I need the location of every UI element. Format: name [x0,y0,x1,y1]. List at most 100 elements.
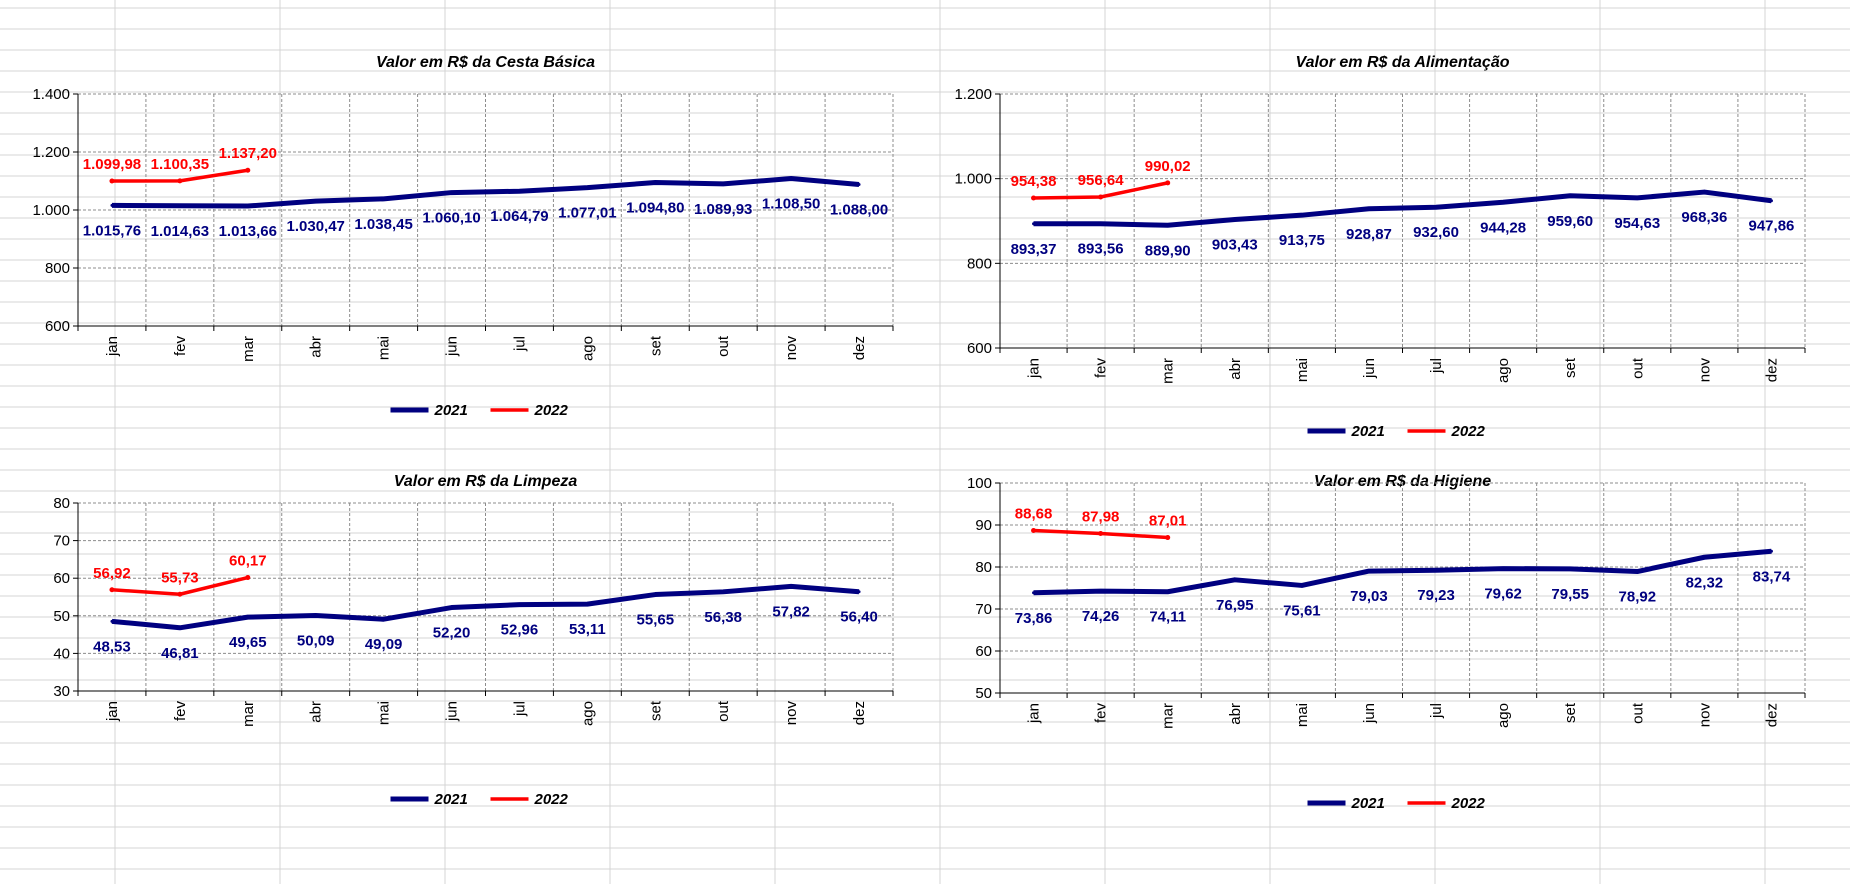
data-point-2021 [1099,222,1103,226]
x-tick-label: abr [1227,358,1244,380]
data-point-2022 [1098,530,1104,536]
x-tick-label: abr [1227,703,1244,725]
data-label-2021: 49,09 [365,636,403,653]
x-tick-label: set [1562,357,1579,378]
x-tick-label: ago [579,701,596,726]
data-point-2021 [1166,590,1170,594]
data-point-2021 [1568,567,1572,571]
x-tick-label: mar [1160,703,1177,729]
x-tick-label: fev [1093,358,1110,379]
data-label-2021: 1.014,63 [151,223,209,240]
x-tick-label: mai [1294,358,1311,382]
x-tick-label: jan [104,701,121,722]
x-tick-label: jul [511,701,528,717]
x-tick-label: mar [240,701,257,727]
data-label-2021: 83,74 [1753,568,1791,585]
x-tick-label: mai [1294,703,1311,727]
chart-limpeza[interactable]: Valor em R$ da Limpeza 30 40 50 60 70 80 jan fev… [8,463,938,863]
data-point-2021 [314,613,318,617]
x-tick-label: jan [1026,358,1043,379]
x-tick-label: dez [851,336,868,360]
x-tick-label: mai [376,336,393,360]
data-label-2022: 87,01 [1149,513,1187,530]
legend-label-2022: 2022 [534,402,569,419]
chart-title: Valor em R$ da Higiene [1314,473,1491,490]
data-point-2021 [1702,555,1706,559]
data-point-2021 [178,204,182,208]
data-point-2021 [789,177,793,181]
data-label-2021: 74,26 [1082,608,1120,625]
chart-higiene[interactable]: Valor em R$ da Higiene 50 60 70 80 90 100 jan fe… [940,463,1842,863]
chart-title: Valor em R$ da Limpeza [394,473,578,490]
x-tick-label: jul [511,336,528,352]
series-line-2021 [111,176,860,209]
data-label-2021: 52,96 [501,622,539,639]
x-tick-label: ago [579,336,596,361]
data-label-2022: 87,98 [1082,508,1120,525]
data-point-2021 [450,191,454,195]
data-point-2021 [585,186,589,190]
legend-label-2021: 2021 [1351,423,1385,436]
x-tick-label: ago [1495,703,1512,728]
x-tick-label: fev [172,701,189,722]
data-label-2021: 913,75 [1279,232,1325,249]
data-label-2021: 56,40 [840,609,878,626]
data-label-2021: 959,60 [1547,213,1593,230]
x-tick-label: out [715,700,732,722]
data-point-2021 [1635,570,1639,574]
y-tick-label: 1.200 [954,86,992,103]
data-label-2021: 932,60 [1413,224,1459,241]
data-label-2021: 52,20 [433,625,471,642]
chart-svg: Valor em R$ da Cesta Básica 600 800 1.000 1.… [32,54,894,419]
data-point-2021 [1434,205,1438,209]
data-label-2021: 73,86 [1015,610,1053,627]
x-tick-label: out [715,335,732,357]
series-line-2021 [1033,548,1772,596]
data-label-2021: 56,38 [704,609,742,626]
y-tick-label: 1.400 [32,86,70,103]
data-label-2022: 56,92 [93,565,131,582]
data-label-2022: 1.100,35 [151,156,209,173]
data-label-2022: 1.137,20 [219,145,277,162]
y-tick-label: 600 [45,318,70,335]
data-label-2021: 928,87 [1346,226,1392,243]
chart-cesta-basica[interactable]: Valor em R$ da Cesta Básica 600 800 1.000 1.… [8,44,938,436]
data-point-2021 [382,197,386,201]
data-point-2021 [1300,213,1304,217]
legend-label-2022: 2022 [534,791,569,808]
data-label-2021: 46,81 [161,645,199,662]
data-label-2022: 954,38 [1011,173,1057,190]
data-label-2021: 50,09 [297,632,335,649]
y-tick-label: 1.000 [32,202,70,219]
data-label-2021: 79,03 [1350,588,1388,605]
data-point-2021 [110,619,114,623]
data-label-2021: 903,43 [1212,237,1258,254]
data-label-2022: 88,68 [1015,506,1053,523]
data-label-2021: 48,53 [93,638,131,655]
data-label-2021: 53,11 [569,621,606,638]
data-label-2021: 82,32 [1686,574,1724,591]
chart-svg: Valor em R$ da Limpeza 30 40 50 60 70 80 jan fev… [53,473,894,808]
data-label-2021: 49,65 [229,634,267,651]
x-tick-label: jan [104,336,121,357]
y-tick-label: 40 [53,645,70,662]
chart-title: Valor em R$ da Cesta Básica [376,54,595,71]
data-label-2021: 889,90 [1145,242,1191,259]
series-line-2021 [1033,189,1772,228]
y-tick-label: 60 [975,643,992,660]
data-point-2021 [585,602,589,606]
data-point-2022 [1165,535,1171,541]
chart-title: Valor em R$ da Alimentação [1296,54,1510,71]
data-point-2022 [1165,180,1171,186]
x-tick-label: fev [1093,703,1110,724]
data-point-2021 [1568,194,1572,198]
x-tick-label: nov [1696,358,1713,383]
legend-label-2021: 2021 [434,791,468,808]
x-tick-label: nov [783,701,800,726]
data-label-2021: 1.060,10 [422,210,480,227]
chart-alimentacao[interactable]: Valor em R$ da Alimentação 600 800 1.000 1.2… [940,44,1842,436]
data-label-2021: 1.089,93 [694,201,752,218]
x-tick-label: mar [240,336,257,362]
data-label-2021: 954,63 [1614,215,1660,232]
x-tick-label: nov [783,336,800,361]
